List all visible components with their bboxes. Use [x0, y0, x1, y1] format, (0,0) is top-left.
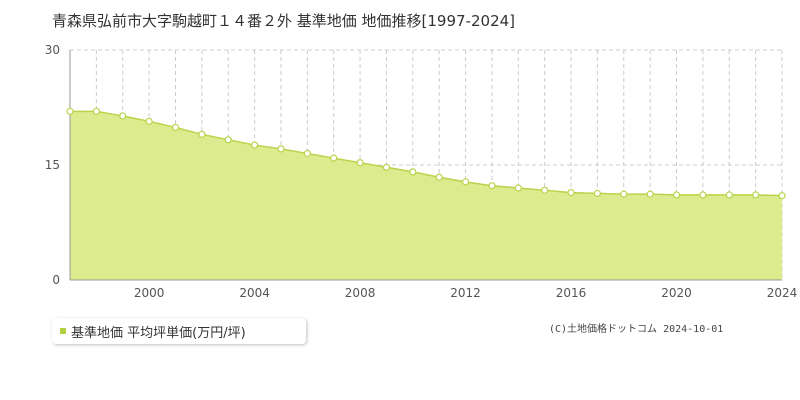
data-point-2024 — [778, 192, 786, 200]
data-point-2007 — [330, 154, 338, 162]
data-point-2022 — [725, 191, 733, 199]
data-point-2000 — [145, 117, 153, 125]
area-fill — [70, 111, 782, 280]
y-tick-labels: 0 15 30 — [45, 43, 60, 287]
x-tick-label-2012: 2012 — [450, 286, 481, 300]
data-point-2017 — [593, 189, 602, 197]
data-point-1999 — [119, 112, 127, 120]
data-point-2003 — [224, 136, 232, 144]
x-tick-labels: 2000 2004 2008 2012 2016 2020 2024 — [134, 286, 797, 300]
copyright-credit: (C)土地価格ドットコム 2024-10-01 — [549, 324, 724, 335]
data-point-2011 — [435, 173, 443, 181]
data-point-2004 — [250, 141, 259, 149]
data-point-2009 — [382, 163, 391, 171]
series-line — [70, 110, 783, 197]
data-point-1997 — [66, 107, 74, 115]
x-tick-label-2024: 2024 — [767, 286, 798, 300]
data-point-2010 — [409, 168, 417, 176]
data-point-2019 — [646, 190, 654, 198]
data-point-2005 — [277, 145, 285, 153]
data-point-2015 — [541, 186, 549, 194]
data-point-1998 — [92, 107, 100, 115]
data-point-2001 — [171, 123, 180, 132]
data-point-2014 — [514, 184, 522, 192]
data-point-2012 — [461, 178, 470, 186]
x-tick-label-2000: 2000 — [134, 286, 165, 300]
x-tick-label-2004: 2004 — [239, 286, 270, 300]
data-point-2023 — [752, 191, 760, 199]
data-point-2021 — [699, 191, 707, 199]
y-tick-label-30: 30 — [45, 43, 60, 57]
data-point-2013 — [488, 182, 496, 190]
x-tick-label-2020: 2020 — [661, 286, 692, 300]
y-tick-label-0: 0 — [52, 273, 60, 287]
chart-title: 青森県弘前市大字駒越町１４番２外 基準地価 地価推移[1997-2024] — [52, 12, 516, 30]
data-point-2006 — [303, 149, 311, 158]
y-tick-label-15: 15 — [45, 158, 60, 172]
x-tick-label-2016: 2016 — [556, 286, 587, 300]
data-point-2008 — [356, 159, 364, 167]
data-points — [66, 107, 786, 200]
legend-label: 基準地価 平均坪単価(万円/坪) — [71, 326, 246, 341]
data-point-2016 — [567, 189, 575, 197]
legend-swatch — [60, 328, 66, 334]
data-point-2002 — [198, 130, 206, 138]
data-point-2020 — [672, 191, 681, 199]
x-tick-label-2008: 2008 — [345, 286, 376, 300]
data-point-2018 — [620, 190, 628, 198]
legend: 基準地価 平均坪単価(万円/坪) — [52, 318, 306, 344]
